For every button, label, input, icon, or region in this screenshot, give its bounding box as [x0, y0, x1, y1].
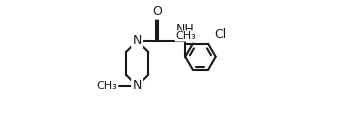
Text: CH₃: CH₃: [96, 81, 117, 91]
Text: O: O: [153, 5, 162, 18]
Text: NH: NH: [176, 23, 195, 36]
Text: Cl: Cl: [214, 28, 226, 41]
Text: CH₃: CH₃: [175, 31, 196, 41]
Text: N: N: [132, 34, 142, 47]
Text: N: N: [132, 79, 142, 92]
